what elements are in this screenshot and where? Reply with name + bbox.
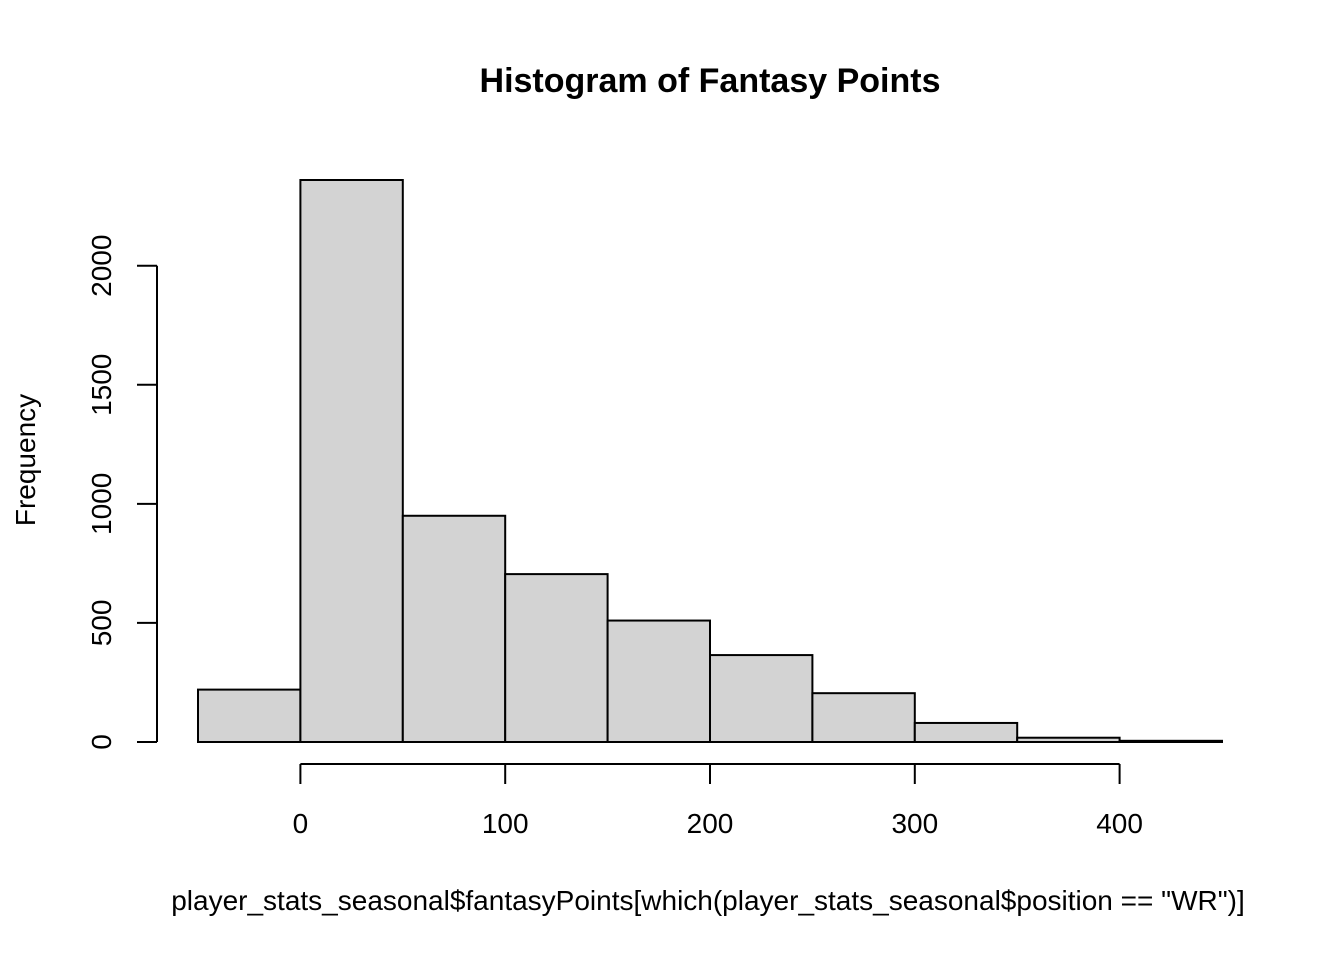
histogram-bar <box>299 179 404 743</box>
y-tick-label: 500 <box>86 600 117 647</box>
histogram-bar <box>401 514 507 743</box>
y-tick-label: 0 <box>86 734 117 750</box>
y-axis: 0 500 1000 1500 2000 <box>86 235 158 750</box>
y-tick-label: 1500 <box>86 354 117 416</box>
histogram-bar <box>709 654 814 743</box>
histogram-bar <box>504 573 609 743</box>
y-tick-label: 2000 <box>86 235 117 297</box>
chart-title: Histogram of Fantasy Points <box>480 62 941 100</box>
histogram-bar <box>197 688 302 743</box>
histogram-bar <box>606 619 711 743</box>
histogram-bar <box>913 721 1019 744</box>
histogram-bar <box>1016 736 1121 744</box>
histogram-bar <box>1118 739 1223 744</box>
x-axis: 0 100 200 300 400 <box>293 763 1143 839</box>
bars-group <box>197 179 1223 744</box>
x-tick-label: 0 <box>293 808 309 839</box>
y-axis-label: Frequency <box>10 394 41 526</box>
x-tick-label: 400 <box>1096 808 1143 839</box>
x-tick-label: 100 <box>482 808 529 839</box>
x-tick-label: 200 <box>687 808 734 839</box>
y-tick-label: 1000 <box>86 473 117 535</box>
x-tick-label: 300 <box>891 808 938 839</box>
x-axis-label: player_stats_seasonal$fantasyPoints[whic… <box>171 885 1245 916</box>
histogram-bar <box>811 692 916 743</box>
